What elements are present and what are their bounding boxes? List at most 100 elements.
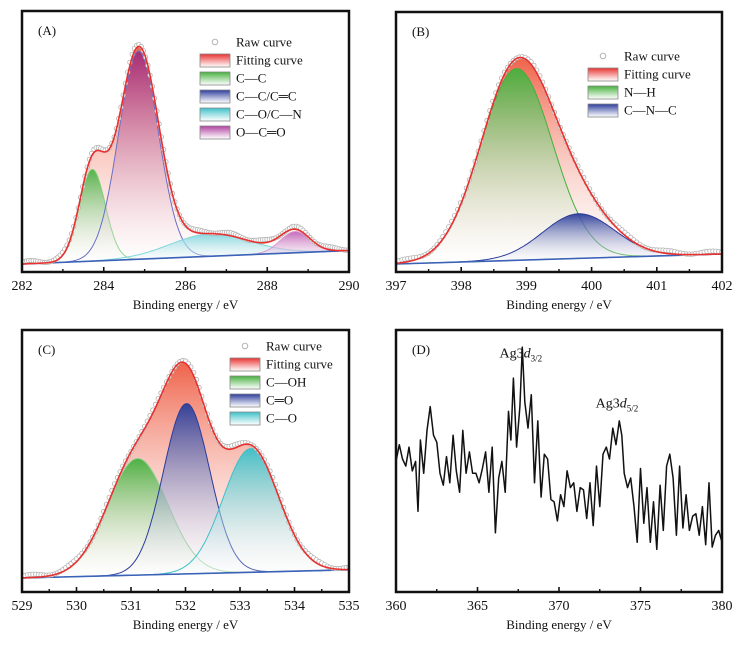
legend-swatch xyxy=(587,103,619,118)
panel-a-plot-area xyxy=(22,41,349,265)
panel-d-ag3d-spectrum: 360 365 370 375 380 (D) Binding energy / eV … xyxy=(386,328,733,632)
panel-c-x-axis-title: Binding energy / eV xyxy=(133,617,239,632)
legend-swatch xyxy=(587,67,619,82)
legend-label: Raw curve xyxy=(624,49,680,64)
panel-b-tick-label: 402 xyxy=(712,279,733,294)
panel-b-legend: Raw curve Fitting curve N—H C—N—C xyxy=(587,49,691,118)
legend-label: Fitting curve xyxy=(624,67,691,82)
legend-swatch xyxy=(587,85,619,100)
legend-label: Fitting curve xyxy=(236,53,303,68)
peak-annotation: Ag3d5/2 xyxy=(596,396,639,413)
legend-item: C—O xyxy=(229,411,297,426)
panel-c-o1s-spectrum: 529 530 531 532 533 534 535 (C) Binding energy… xyxy=(12,328,360,632)
legend-item: Raw curve xyxy=(211,35,292,50)
panel-c-tick-label: 530 xyxy=(66,599,87,614)
legend-item: C—OH xyxy=(229,375,306,390)
panel-a-x-axis: 282 284 286 288 290 xyxy=(12,267,360,294)
background-baseline xyxy=(396,253,722,265)
legend-label: C—N—C xyxy=(624,103,677,118)
legend-label: C—OH xyxy=(266,375,306,390)
panel-c-tick-label: 529 xyxy=(12,599,33,614)
panel-d-tick-label: 365 xyxy=(467,599,488,614)
panel-c-tick-label: 532 xyxy=(175,599,196,614)
panel-d-label: (D) xyxy=(412,342,430,357)
legend-swatch xyxy=(229,357,261,372)
legend-item: C—C xyxy=(199,71,266,86)
legend-swatch xyxy=(199,89,231,104)
legend-label: Raw curve xyxy=(236,35,292,50)
legend-swatch xyxy=(229,375,261,390)
panel-c-tick-label: 531 xyxy=(121,599,142,614)
panel-d-tick-label: 360 xyxy=(386,599,407,614)
panel-a-x-axis-title: Binding energy / eV xyxy=(133,297,239,312)
panel-b-tick-label: 398 xyxy=(451,279,472,294)
panel-c-legend: Raw curve Fitting curve C—OH C═O C—O xyxy=(229,339,333,426)
legend-item: Raw curve xyxy=(241,339,322,354)
panel-d-x-axis-title: Binding energy / eV xyxy=(506,617,612,632)
legend-swatch xyxy=(199,125,231,140)
legend-marker-raw-curve xyxy=(211,38,219,46)
panel-b-tick-label: 397 xyxy=(386,279,407,294)
legend-item: N—H xyxy=(587,85,656,100)
panel-b-tick-label: 399 xyxy=(516,279,537,294)
panel-b-tick-label: 400 xyxy=(581,279,602,294)
legend-item: C—O/C—N xyxy=(199,107,302,122)
panel-a-label: (A) xyxy=(38,23,56,38)
legend-item: Raw curve xyxy=(599,49,680,64)
panel-a-tick-label: 288 xyxy=(257,279,278,294)
panel-b-tick-label: 401 xyxy=(646,279,667,294)
legend-item: C—N—C xyxy=(587,103,677,118)
panel-b-plot-area xyxy=(396,54,722,265)
legend-label: Raw curve xyxy=(266,339,322,354)
panel-a-legend: Raw curve Fitting curve C—C C—C/C═C C—O/C—N O… xyxy=(199,35,303,140)
panel-c-label: (C) xyxy=(38,342,55,357)
legend-label: C═O xyxy=(266,393,293,408)
legend-item: C═O xyxy=(229,393,293,408)
legend-swatch xyxy=(199,53,231,68)
panel-a-tick-label: 290 xyxy=(339,279,360,294)
panel-c-plot-area xyxy=(22,357,349,579)
legend-label: N—H xyxy=(624,85,656,100)
panel-d-annotations: Ag3d3/2 Ag3d5/2 xyxy=(500,346,639,413)
legend-swatch xyxy=(199,107,231,122)
background-baseline xyxy=(22,569,349,579)
panel-a-c1s-spectrum: 282 284 286 288 290 (A) Binding energy / eV … xyxy=(12,9,360,312)
legend-marker-raw-curve xyxy=(241,342,249,350)
legend-item: Fitting curve xyxy=(199,53,303,68)
panel-a-tick-label: 286 xyxy=(175,279,196,294)
panel-d-tick-label: 380 xyxy=(712,599,733,614)
legend-item: C—C/C═C xyxy=(199,89,297,104)
background-baseline xyxy=(22,249,349,265)
panel-b-x-axis-title: Binding energy / eV xyxy=(506,297,612,312)
legend-label: C—O/C—N xyxy=(236,107,302,122)
legend-label: O—C═O xyxy=(236,125,286,140)
panel-b-n1s-spectrum: 397 398 399 400 401 402 (B) Binding energy / … xyxy=(386,10,733,312)
legend-swatch xyxy=(199,71,231,86)
legend-item: Fitting curve xyxy=(587,67,691,82)
panel-d-tick-label: 370 xyxy=(549,599,570,614)
legend-label: C—C/C═C xyxy=(236,89,297,104)
panel-a-tick-label: 282 xyxy=(12,279,33,294)
panel-c-x-axis: 529 530 531 532 533 534 535 xyxy=(12,587,360,614)
legend-swatch xyxy=(229,393,261,408)
panel-c-tick-label: 535 xyxy=(339,599,360,614)
panel-b-label: (B) xyxy=(412,24,429,39)
fitting-curve-line xyxy=(22,361,349,579)
panel-b-x-axis: 397 398 399 400 401 402 xyxy=(386,267,733,294)
panel-c-tick-label: 533 xyxy=(230,599,251,614)
fitting-curve-line xyxy=(396,56,722,265)
panel-d-x-axis: 360 365 370 375 380 xyxy=(386,587,733,614)
legend-swatch xyxy=(229,411,261,426)
legend-label: C—C xyxy=(236,71,266,86)
legend-item: Fitting curve xyxy=(229,357,333,372)
panel-c-tick-label: 534 xyxy=(284,599,305,614)
spectrum-line xyxy=(396,346,722,551)
legend-label: C—O xyxy=(266,411,297,426)
legend-label: Fitting curve xyxy=(266,357,333,372)
panel-d-plot-area xyxy=(396,346,722,551)
panel-d-tick-label: 375 xyxy=(630,599,651,614)
peak-annotation: Ag3d3/2 xyxy=(500,346,543,363)
fitting-curve-line xyxy=(22,45,349,265)
legend-item: O—C═O xyxy=(199,125,286,140)
